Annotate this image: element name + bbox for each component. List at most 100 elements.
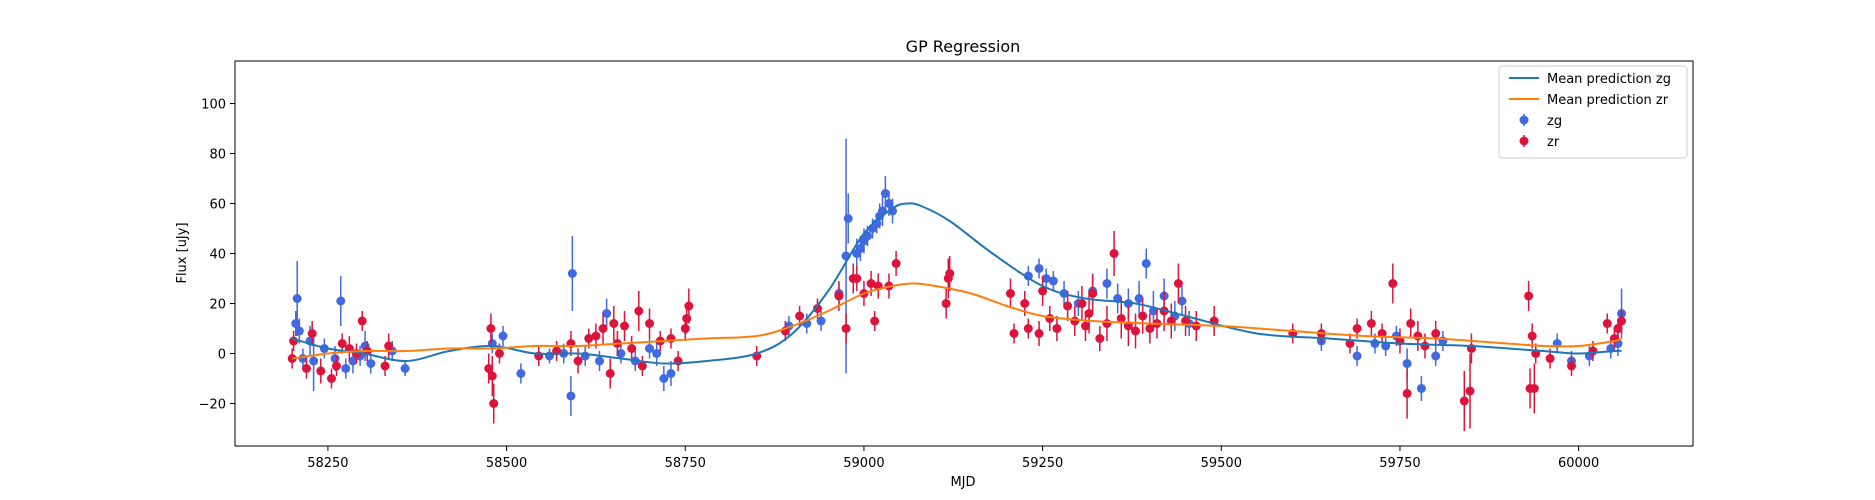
- data-point: [609, 319, 618, 328]
- data-point: [634, 307, 643, 316]
- data-point: [1353, 324, 1362, 333]
- legend-swatch: [1520, 116, 1529, 125]
- data-point: [1131, 327, 1140, 336]
- data-point: [488, 372, 497, 381]
- x-tick-label: 58250: [307, 456, 348, 471]
- data-point: [852, 274, 861, 283]
- data-point: [1070, 317, 1079, 326]
- data-point: [834, 292, 843, 301]
- legend-label: zr: [1547, 135, 1560, 150]
- data-point: [599, 324, 608, 333]
- data-point: [1095, 334, 1104, 343]
- data-point: [293, 294, 302, 303]
- chart-legend: Mean prediction zg Mean prediction zr zg zr: [1499, 66, 1687, 158]
- plot-area-frame: [235, 61, 1693, 446]
- data-point: [1413, 332, 1422, 341]
- y-tick-label: 20: [209, 298, 226, 313]
- data-point: [684, 302, 693, 311]
- data-point: [1138, 312, 1147, 321]
- data-point: [1370, 339, 1379, 348]
- data-point: [401, 364, 410, 373]
- data-point: [1403, 359, 1412, 368]
- data-point: [666, 369, 675, 378]
- data-point: [1353, 352, 1362, 361]
- data-point: [316, 367, 325, 376]
- legend-swatch: [1520, 137, 1529, 146]
- data-point: [1024, 324, 1033, 333]
- data-point: [595, 357, 604, 366]
- data-point: [681, 324, 690, 333]
- x-tick-label: 59000: [843, 456, 884, 471]
- data-point: [332, 362, 341, 371]
- y-tick-label: 80: [209, 148, 226, 163]
- data-point: [486, 324, 495, 333]
- data-point: [1460, 397, 1469, 406]
- series-zr-points: [288, 231, 1626, 431]
- x-axis-ticks: 58250 58500 58750 59000 59250 59500 59750 60000: [307, 446, 1599, 471]
- data-point: [516, 369, 525, 378]
- y-tick-label: 100: [201, 98, 226, 113]
- data-point: [1045, 314, 1054, 323]
- data-point: [942, 299, 951, 308]
- data-point: [1588, 347, 1597, 356]
- data-point: [682, 314, 691, 323]
- data-point: [606, 369, 615, 378]
- data-point: [620, 322, 629, 331]
- data-point: [1174, 279, 1183, 288]
- chart-title: GP Regression: [906, 37, 1021, 56]
- data-point: [892, 259, 901, 268]
- data-point: [1603, 319, 1612, 328]
- data-point: [591, 332, 600, 341]
- x-tick-label: 59250: [1022, 456, 1063, 471]
- data-point: [1110, 249, 1119, 258]
- y-tick-label: 40: [209, 248, 226, 263]
- data-point: [308, 329, 317, 338]
- data-point: [384, 342, 393, 351]
- data-point: [309, 357, 318, 366]
- data-point: [1020, 299, 1029, 308]
- data-point: [844, 214, 853, 223]
- data-point: [1388, 279, 1397, 288]
- data-point: [645, 319, 654, 328]
- data-point: [1617, 317, 1626, 326]
- data-point: [1466, 387, 1475, 396]
- data-point: [1077, 299, 1086, 308]
- data-point: [1049, 277, 1058, 286]
- data-point: [795, 312, 804, 321]
- data-point: [1406, 319, 1415, 328]
- x-tick-label: 58750: [665, 456, 706, 471]
- data-point: [566, 392, 575, 401]
- y-axis-label: Flux [uJy]: [175, 222, 190, 283]
- y-axis-ticks: −20 0 20 40 60 80 100: [199, 98, 235, 413]
- data-point: [1420, 342, 1429, 351]
- data-point: [1530, 384, 1539, 393]
- data-point: [1102, 319, 1111, 328]
- data-point: [1431, 352, 1440, 361]
- data-point: [1052, 324, 1061, 333]
- data-point: [499, 332, 508, 341]
- data-point: [295, 327, 304, 336]
- x-tick-label: 58500: [486, 456, 527, 471]
- data-point: [1528, 332, 1537, 341]
- data-point: [336, 297, 345, 306]
- data-point: [568, 269, 577, 278]
- data-point: [870, 317, 879, 326]
- data-point: [495, 349, 504, 358]
- data-point: [1035, 264, 1044, 273]
- data-point: [1546, 354, 1555, 363]
- data-point: [1417, 384, 1426, 393]
- data-point: [302, 364, 311, 373]
- legend-label: zg: [1547, 114, 1562, 129]
- x-axis-label: MJD: [950, 475, 975, 490]
- y-tick-label: −20: [199, 398, 226, 413]
- data-point: [1524, 292, 1533, 301]
- data-point: [1367, 319, 1376, 328]
- data-point: [327, 374, 336, 383]
- legend-label: Mean prediction zg: [1547, 72, 1671, 87]
- x-tick-label: 60000: [1558, 456, 1599, 471]
- data-point: [381, 362, 390, 371]
- data-point: [1142, 259, 1151, 268]
- data-point: [1035, 329, 1044, 338]
- data-point: [1567, 362, 1576, 371]
- data-point: [1063, 302, 1072, 311]
